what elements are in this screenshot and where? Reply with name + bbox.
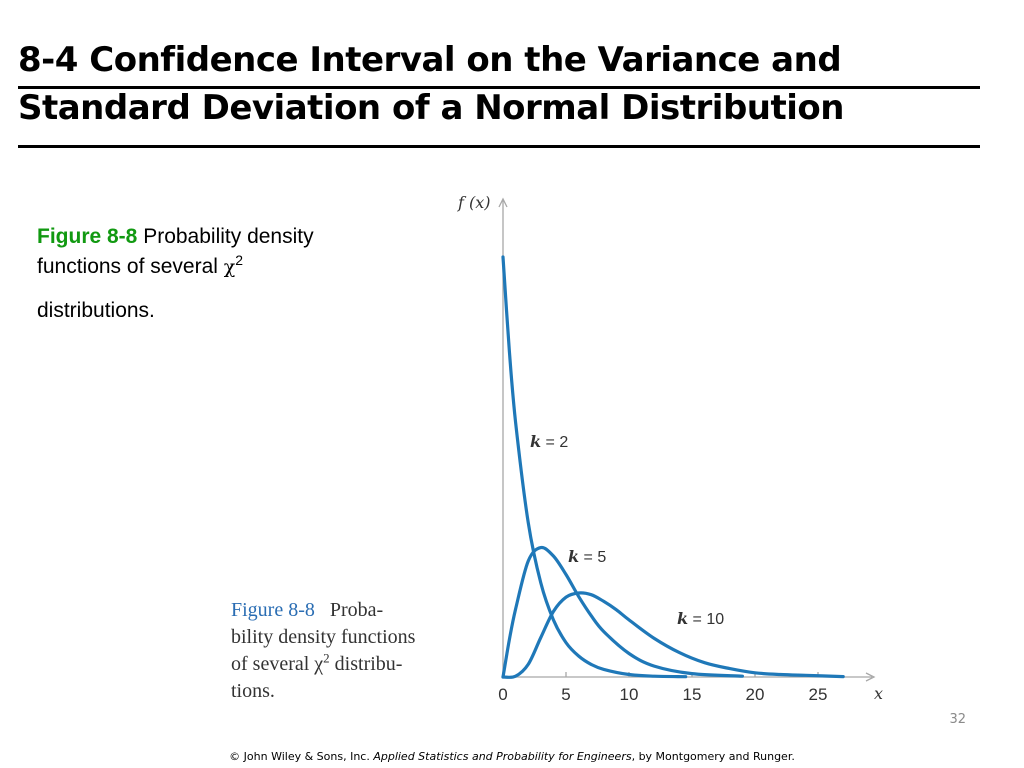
caption-text-3: distributions.	[37, 299, 155, 322]
embedded-figure-caption: Figure 8-8 Proba- bility density functio…	[231, 597, 451, 705]
curve-label-k-value: = 5	[579, 549, 606, 566]
curve-label-k-symbol: k	[677, 609, 688, 628]
curve-label-k-symbol: k	[530, 432, 541, 451]
page-number: 32	[949, 712, 966, 727]
embedded-caption-line-3-prefix: of several χ	[231, 653, 324, 675]
caption-text-2: functions of several	[37, 255, 224, 278]
chart-labels: 0 5 10 15 20 25f (x)xk = 2k = 5k = 10	[457, 193, 883, 704]
embedded-caption-line-4: tions.	[231, 680, 275, 702]
curve-k-5	[501, 545, 744, 679]
y-axis-arrow	[498, 197, 508, 208]
chart-curves	[501, 255, 845, 679]
embedded-caption-line-3-suffix: distribu-	[329, 653, 403, 675]
caption-text-1: Probability density	[137, 225, 314, 248]
copyright-footer: © John Wiley & Sons, Inc. Applied Statis…	[0, 750, 1024, 763]
curve-label-k-5: k = 5	[568, 547, 606, 566]
y-axis-title: f (x)	[457, 193, 491, 212]
footer-book-title: Applied Statistics and Probability for E…	[373, 750, 632, 763]
curve-label-k-value: = 2	[541, 434, 568, 451]
x-tick-label: 25	[809, 685, 828, 704]
figure-label: Figure 8-8	[37, 225, 138, 248]
title-line-2: Standard Deviation of a Normal Distribut…	[18, 88, 844, 128]
x-tick-label: 0	[498, 685, 507, 704]
footer-suffix: , by Montgomery and Runger.	[631, 750, 795, 763]
chi-symbol: χ	[223, 256, 236, 278]
title-underline-1	[18, 86, 980, 89]
slide-title: 8-4 Confidence Interval on the Variance …	[18, 36, 978, 132]
chi-superscript: 2	[235, 252, 244, 268]
curve-label-k-2: k = 2	[530, 432, 568, 451]
curve-k-10	[501, 591, 845, 679]
figure-caption-text: Figure 8-8 Probability density functions…	[37, 222, 397, 326]
embedded-caption-line-1: Proba-	[329, 599, 384, 621]
curve-label-k-value: = 10	[688, 611, 724, 628]
title-underline-2	[18, 145, 980, 148]
embedded-caption-superscript: 2	[323, 650, 330, 666]
title-line-1: 8-4 Confidence Interval on the Variance …	[18, 40, 842, 80]
curve-k-2	[501, 255, 688, 679]
x-axis-title: x	[874, 684, 883, 703]
curve-label-k-symbol: k	[568, 547, 579, 566]
x-tick-label: 10	[620, 685, 639, 704]
x-tick-label: 5	[561, 685, 570, 704]
x-tick-label: 15	[683, 685, 702, 704]
embedded-caption-line-2: bility density functions	[231, 626, 416, 648]
x-tick-label: 20	[746, 685, 765, 704]
x-axis-arrow	[865, 672, 876, 682]
curve-label-k-10: k = 10	[677, 609, 724, 628]
footer-prefix: © John Wiley & Sons, Inc.	[229, 750, 374, 763]
embedded-figure-label: Figure 8-8	[231, 599, 315, 621]
